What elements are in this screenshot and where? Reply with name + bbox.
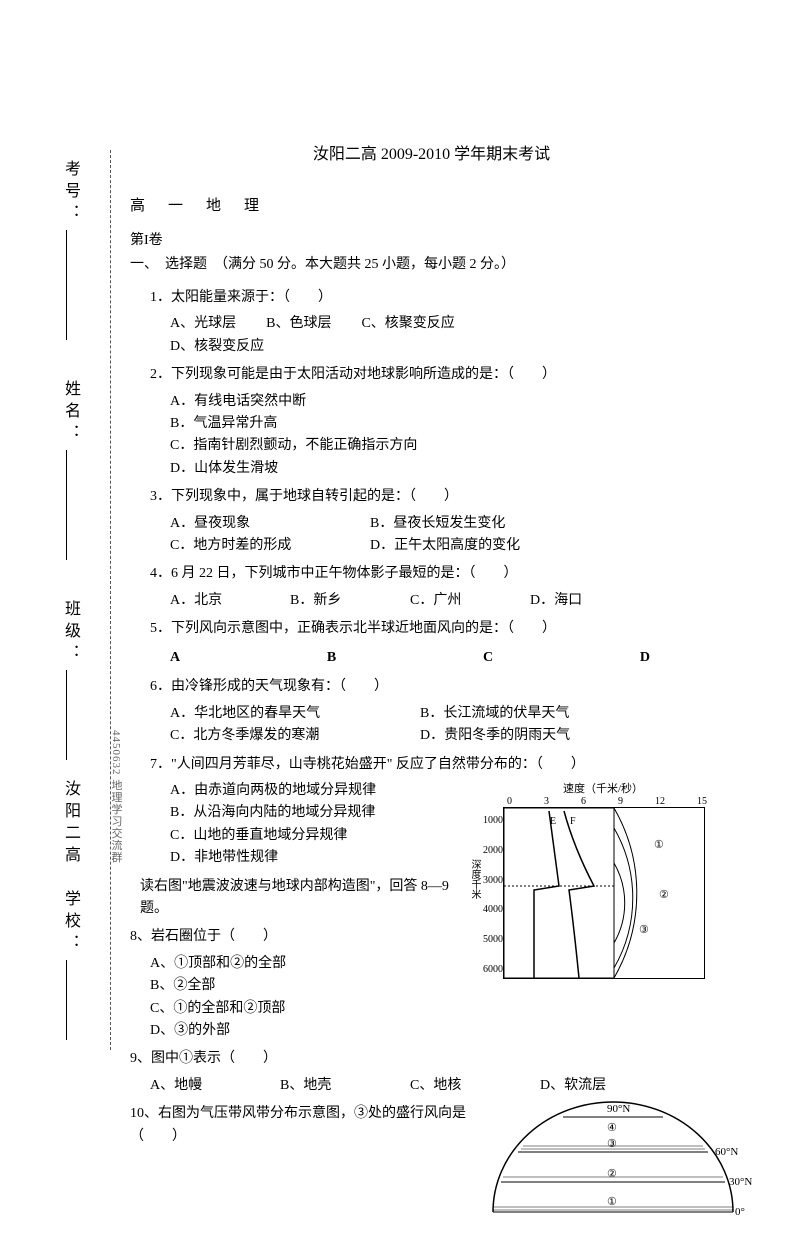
- q4-opt-d: D．海口: [530, 590, 582, 612]
- q1-opt-b: B、色球层: [266, 313, 331, 335]
- d8-lab2: ②: [659, 889, 669, 901]
- q1-opt-c: C、核聚变反应: [361, 313, 454, 335]
- exam-page: 汝阳二高 2009-2010 学年期末考试 高 一 地 理 第I卷 一、 选择题…: [0, 0, 793, 1257]
- d10-l4: ④: [607, 1122, 617, 1134]
- q1-opt-a: A、光球层: [170, 313, 236, 335]
- q6-opt-d: D．贵阳冬季的阴雨天气: [420, 725, 570, 747]
- question-4: 4．6 月 22 日，下列城市中正午物体影子最短的是：（ ）: [150, 563, 733, 585]
- question-6-options: A．华北地区的春旱天气 B．长江流域的伏旱天气 C．北方冬季爆发的寒潮 D．贵阳…: [170, 703, 733, 748]
- section-heading: 一、 选择题 （满分 50 分。本大题共 25 小题，每小题 2 分。）: [130, 253, 733, 273]
- q8-opt-b: B、②全部: [150, 975, 473, 997]
- part-label: 第I卷: [130, 229, 733, 249]
- d8-lab1: ①: [654, 839, 664, 851]
- q3-opt-c: C．地方时差的形成: [170, 535, 340, 557]
- q5-label-a: A: [170, 650, 180, 666]
- question-8-options: A、①顶部和②的全部 B、②全部 C、①的全部和②顶部 D、③的外部: [150, 953, 473, 1043]
- d8-xt3: 9: [618, 796, 623, 807]
- question-2-options: A．有线电话突然中断 B．气温异常升高 C．指南针剧烈颤动，不能正确指示方向 D…: [170, 391, 733, 481]
- q2-opt-d: D．山体发生滑坡: [170, 458, 733, 480]
- d8-yt3: 4000: [473, 904, 503, 915]
- q9-opt-b: B、地壳: [280, 1075, 380, 1097]
- d10-lat0: 0°: [735, 1206, 745, 1217]
- d8-lab3: ③: [639, 924, 649, 936]
- d10-l1: ①: [607, 1196, 617, 1208]
- q7-opt-d: D．非地带性规律: [170, 847, 473, 869]
- page-title: 汝阳二高 2009-2010 学年期末考试: [130, 140, 733, 164]
- d8-xt4: 12: [655, 796, 665, 807]
- d10-lat30: 30°N: [729, 1176, 752, 1188]
- q8-opt-a: A、①顶部和②的全部: [150, 953, 473, 975]
- q3-opt-a: A．昼夜现象: [170, 513, 340, 535]
- q2-opt-b: B．气温异常升高: [170, 413, 733, 435]
- question-9: 9、图中①表示（ ）: [130, 1048, 733, 1070]
- question-3: 3．下列现象中，属于地球自转引起的是：（ ）: [150, 486, 733, 508]
- question-1-options: A、光球层 B、色球层 C、核聚变反应 D、核裂变反应: [170, 313, 733, 358]
- pressure-svg: 90°N 60°N 30°N 0° ④ ③ ② ①: [473, 1097, 753, 1217]
- question-9-options: A、地幔 B、地壳 C、地核 D、软流层: [150, 1075, 733, 1097]
- q1-opt-d: D、核裂变反应: [170, 339, 264, 354]
- q3-opt-b: B．昼夜长短发生变化: [370, 513, 505, 535]
- question-4-options: A．北京 B．新乡 C．广州 D．海口: [170, 590, 733, 612]
- q5-label-c: C: [483, 650, 493, 666]
- svg-text:E: E: [550, 816, 556, 827]
- read-note: 读右图"地震波波速与地球内部构造图"，回答 8—9题。: [140, 876, 473, 921]
- d10-lat60: 60°N: [715, 1146, 738, 1158]
- q5-labels: A B C D: [170, 650, 650, 666]
- question-3-options: A．昼夜现象 B．昼夜长短发生变化 C．地方时差的形成 D．正午太阳高度的变化: [170, 513, 733, 558]
- q4-opt-b: B．新乡: [290, 590, 380, 612]
- d8-xt1: 3: [544, 796, 549, 807]
- pressure-belt-diagram: 90°N 60°N 30°N 0° ④ ③ ② ①: [473, 1097, 733, 1217]
- d10-lat90: 90°N: [607, 1103, 630, 1115]
- q4-opt-c: C．广州: [410, 590, 500, 612]
- q8-opt-c: C、①的全部和②顶部: [150, 998, 473, 1020]
- d10-l3: ③: [607, 1138, 617, 1150]
- q4-opt-a: A．北京: [170, 590, 260, 612]
- d8-yt4: 5000: [473, 934, 503, 945]
- question-2: 2．下列现象可能是由于太阳活动对地球影响所造成的是：（ ）: [150, 364, 733, 386]
- q3-opt-d: D．正午太阳高度的变化: [370, 535, 520, 557]
- q6-opt-b: B．长江流域的伏旱天气: [420, 703, 569, 725]
- seismic-svg: E F ① ② ③: [504, 808, 704, 978]
- question-7: 7．"人间四月芳菲尽，山寺桃花始盛开" 反应了自然带分布的：（ ）: [150, 754, 733, 776]
- d8-xt2: 6: [581, 796, 586, 807]
- diagram8-xlabel: 速度（千米/秒）: [473, 780, 733, 796]
- q5-label-b: B: [327, 650, 336, 666]
- q8-opt-d: D、③的外部: [150, 1020, 473, 1042]
- q7-opt-b: B．从沿海向内陆的地域分异规律: [170, 802, 473, 824]
- q9-opt-a: A、地幔: [150, 1075, 250, 1097]
- question-1: 1．太阳能量来源于：（ ）: [150, 287, 733, 309]
- question-10: 10、右图为气压带风带分布示意图，③处的盛行风向是（ ）: [130, 1103, 473, 1148]
- subject-heading: 高 一 地 理: [130, 194, 733, 215]
- question-8: 8、岩石圈位于（ ）: [130, 926, 473, 948]
- d8-yt0: 1000: [473, 815, 503, 826]
- q6-opt-a: A．华北地区的春旱天气: [170, 703, 390, 725]
- q9-opt-c: C、地核: [410, 1075, 510, 1097]
- q6-opt-c: C．北方冬季爆发的寒潮: [170, 725, 390, 747]
- q7-opt-a: A．由赤道向两极的地域分异规律: [170, 780, 473, 802]
- d8-xt0: 0: [507, 796, 512, 807]
- d8-yt5: 6000: [473, 964, 503, 975]
- q5-label-d: D: [640, 650, 650, 666]
- question-5: 5．下列风向示意图中，正确表示北半球近地面风向的是：（ ）: [150, 618, 733, 640]
- q7-opt-c: C．山地的垂直地域分异规律: [170, 825, 473, 847]
- question-7-options: A．由赤道向两极的地域分异规律 B．从沿海向内陆的地域分异规律 C．山地的垂直地…: [170, 780, 473, 870]
- seismic-diagram: E F ① ② ③: [503, 807, 705, 979]
- d8-xt5: 15: [697, 796, 707, 807]
- q2-opt-a: A．有线电话突然中断: [170, 391, 733, 413]
- diagram8-ylabel: 深度千米: [467, 859, 482, 899]
- question-6: 6．由冷锋形成的天气现象有：（ ）: [150, 676, 733, 698]
- d10-l2: ②: [607, 1168, 617, 1180]
- q2-opt-c: C．指南针剧烈颤动，不能正确指示方向: [170, 435, 733, 457]
- d8-yt1: 2000: [473, 845, 503, 856]
- q9-opt-d: D、软流层: [540, 1075, 606, 1097]
- svg-text:F: F: [570, 816, 576, 827]
